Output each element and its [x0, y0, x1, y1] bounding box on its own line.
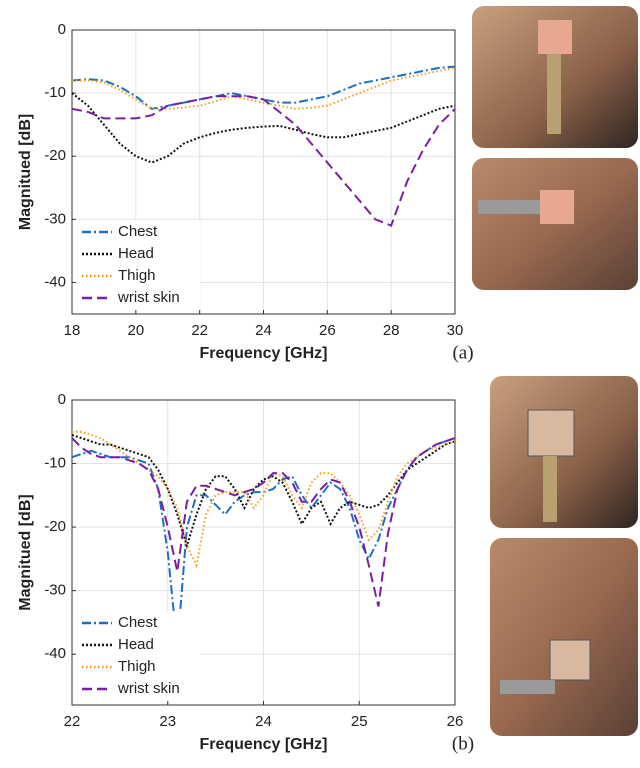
x-tick-label: 22	[191, 322, 208, 339]
x-tick-label: 20	[127, 322, 144, 339]
x-tick-label: 25	[351, 713, 368, 730]
x-tick-label: 22	[64, 713, 81, 730]
y-tick-label: -20	[44, 518, 66, 535]
axes-box	[71, 399, 456, 706]
photos	[472, 6, 638, 736]
x-tick-label: 26	[447, 713, 464, 730]
legend-label: wrist skin	[117, 680, 180, 697]
y-tick-label: -10	[44, 455, 66, 472]
y-axis-label: Magnitued [dB]	[17, 494, 34, 610]
axes-box	[71, 29, 456, 315]
connector	[478, 200, 540, 214]
legend-label: Chest	[118, 223, 158, 240]
y-tick-label: -40	[44, 645, 66, 662]
panel-label: (b)	[452, 733, 474, 754]
legend-box	[76, 220, 200, 310]
y-tick-label: 0	[58, 391, 66, 408]
x-tick-label: 30	[447, 322, 464, 339]
y-tick-label: -30	[44, 210, 66, 227]
antenna-array	[549, 639, 591, 681]
y-tick-label: -40	[44, 273, 66, 290]
series-line	[72, 437, 455, 607]
photo-wrist-b	[490, 538, 638, 736]
antenna	[540, 190, 574, 224]
y-tick-label: -10	[44, 84, 66, 101]
legend-label: Thigh	[118, 267, 156, 284]
series-line	[72, 95, 455, 227]
series-line	[72, 430, 455, 569]
y-axis-label: Magnitued [dB]	[17, 114, 34, 230]
connector	[500, 680, 555, 694]
antenna	[538, 20, 572, 54]
x-axis-label: Frequency [GHz]	[199, 736, 327, 753]
series-line	[72, 66, 455, 110]
x-tick-label: 18	[64, 322, 81, 339]
x-tick-label: 24	[255, 713, 272, 730]
y-tick-label: 0	[58, 21, 66, 38]
legend-label: Chest	[118, 614, 158, 631]
series-line	[72, 92, 455, 164]
x-tick-label: 26	[319, 322, 336, 339]
x-axis-label: Frequency [GHz]	[199, 345, 327, 362]
antenna-array	[527, 409, 575, 457]
legend-label: Head	[118, 636, 154, 653]
legend-label: Head	[118, 245, 154, 262]
connector	[547, 54, 561, 134]
y-tick-label: -30	[44, 582, 66, 599]
legend-box	[76, 611, 200, 701]
panel-label: (a)	[452, 342, 473, 363]
x-tick-label: 23	[159, 713, 176, 730]
x-tick-label: 28	[383, 322, 400, 339]
legend-label: wrist skin	[117, 289, 180, 306]
series-line	[72, 437, 455, 648]
y-tick-label: -20	[44, 147, 66, 164]
connector	[543, 456, 557, 522]
legend-label: Thigh	[118, 658, 156, 675]
x-tick-label: 24	[255, 322, 272, 339]
